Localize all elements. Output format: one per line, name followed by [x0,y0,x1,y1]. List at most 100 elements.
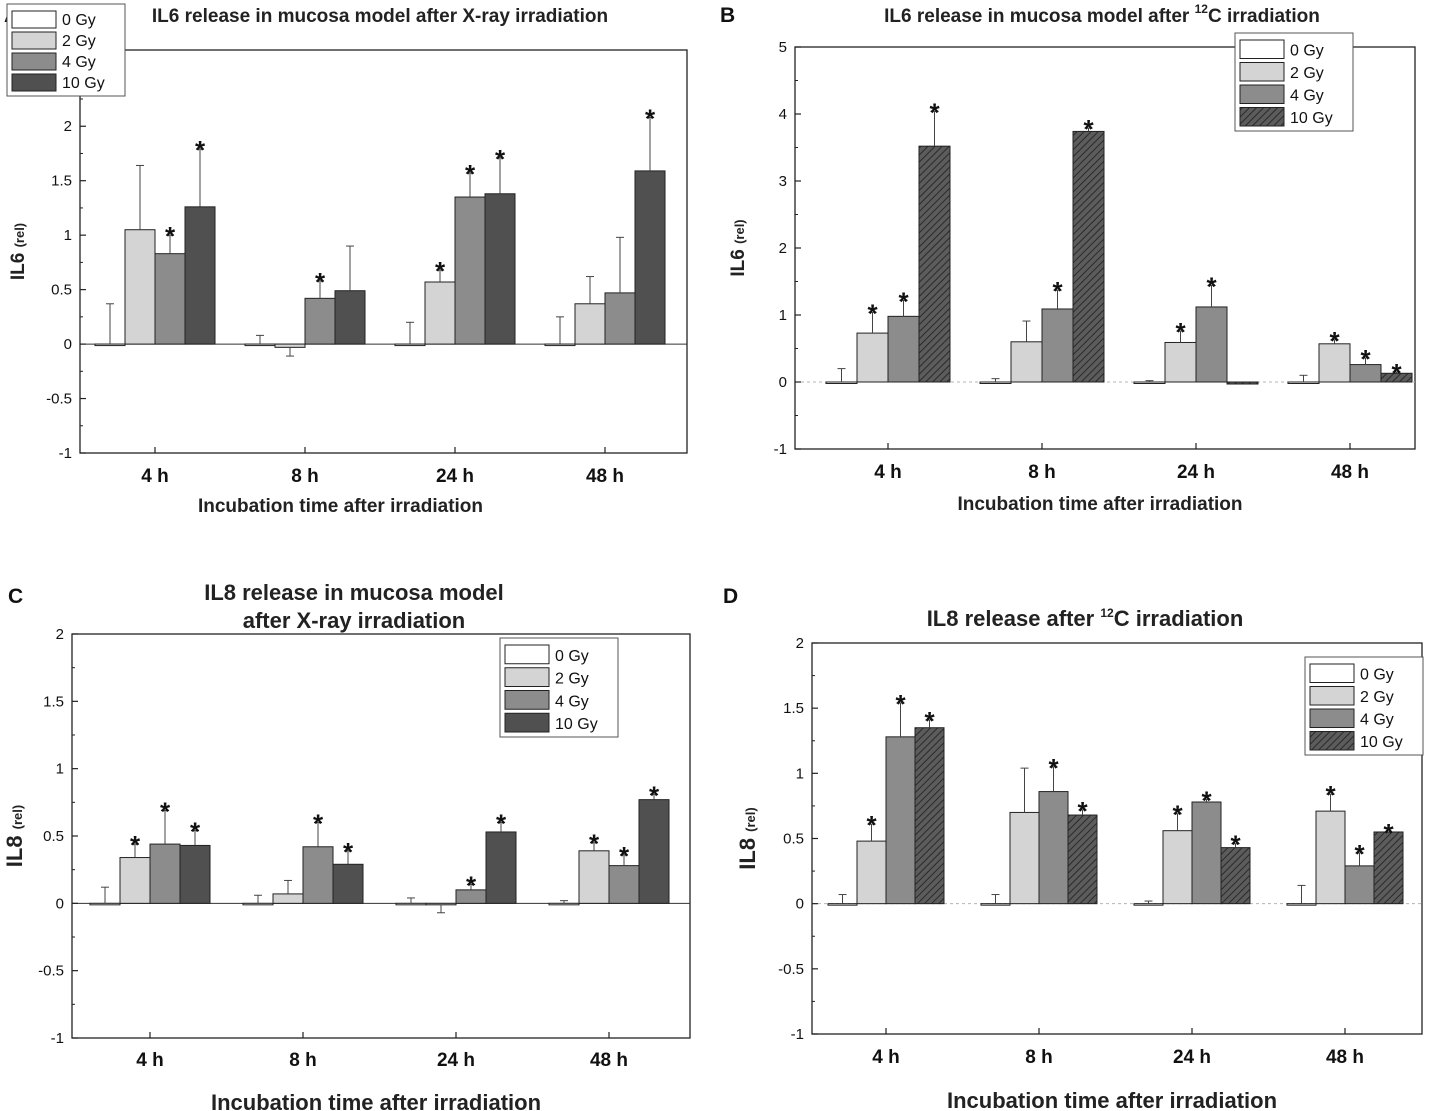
bar [604,292,636,345]
chart-a: AIL6 release in mucosa model after X-ray… [4,3,688,517]
y-tick-label: -1 [774,441,787,458]
bar [272,893,304,904]
bar [1041,308,1074,383]
significance-star: * [1052,276,1063,306]
x-axis-title: Incubation time after irradiation [957,494,1242,515]
significance-star: * [315,267,326,297]
significance-star: * [1206,272,1217,302]
y-tick-label: 2 [64,118,72,135]
bar [1226,381,1259,385]
bar [1133,903,1164,906]
significance-star: * [1329,326,1340,356]
x-tick-label: 8 h [289,1050,316,1071]
bar [1164,341,1197,383]
significance-star: * [1077,796,1088,826]
y-axis-title: IL8 (rel) [735,807,760,869]
bar [454,196,486,345]
significance-star: * [313,809,324,839]
chart-title: IL6 release in mucosa model after X-ray … [152,6,608,27]
chart-title-line: IL8 release in mucosa model [204,580,504,605]
bar [302,846,334,904]
bar [885,736,916,905]
bar [154,253,186,345]
legend-swatch [11,73,57,92]
bar [304,297,336,345]
x-tick-label: 48 h [1326,1047,1364,1068]
bar [1318,343,1351,383]
significance-star: * [1325,780,1336,810]
significance-star: * [929,97,940,127]
bar [1287,381,1320,384]
bar [574,303,606,345]
bar [544,343,576,347]
bar [242,902,274,906]
bar [244,343,276,347]
x-tick-label: 4 h [141,466,168,487]
legend-swatch [11,52,57,71]
y-tick-label: 0.5 [43,828,64,845]
significance-star: * [343,837,354,867]
chart-title: IL8 release after 12C irradiation [927,606,1244,631]
bar [1133,381,1166,384]
bar [856,840,887,905]
x-tick-label: 8 h [1025,1047,1052,1068]
legend-swatch [1309,663,1355,683]
significance-star: * [495,144,506,174]
significance-star: * [895,689,906,719]
y-tick-label: 4 [779,106,787,123]
significance-star: * [1083,114,1094,144]
y-tick-label: 2 [56,626,64,643]
legend-swatch [504,644,550,665]
x-tick-label: 8 h [1028,462,1055,483]
chart-panel-a: AIL6 release in mucosa model after X-ray… [0,0,700,540]
bar [332,863,364,904]
panel-letter: C [8,585,23,608]
bar [827,903,858,906]
significance-star: * [1172,800,1183,830]
legend: 0 Gy 2 Gy 4 Gy 10 Gy [1304,656,1424,756]
x-tick-label: 8 h [291,466,318,487]
x-axis-title: Incubation time after irradiation [198,496,483,517]
significance-star: * [435,256,446,286]
bar [1067,814,1098,905]
y-tick-label: 0 [796,896,804,913]
bar [856,332,889,383]
significance-star: * [1048,753,1059,783]
bar [638,799,670,904]
legend-label: 0 Gy [555,648,589,665]
legend-swatch [1239,62,1285,82]
bar [1191,801,1222,905]
x-axis-title: Incubation time after irradiation [211,1090,541,1111]
legend-swatch [11,31,57,50]
y-tick-label: 1.5 [783,700,804,717]
bar [1286,903,1317,906]
legend-label: 0 Gy [62,12,96,29]
bar [334,290,366,345]
x-tick-label: 48 h [1331,462,1369,483]
significance-star: * [190,817,201,847]
bar [179,844,211,904]
bar [395,902,427,906]
significance-star: * [466,870,477,900]
y-tick-label: 3 [779,173,787,190]
y-tick-label: 1.5 [43,693,64,710]
significance-star: * [645,104,656,134]
significance-star: * [195,135,206,165]
significance-star: * [465,159,476,189]
chart-b: B IL6 release in mucosa model after 12C i… [720,2,1416,515]
legend-label: 2 Gy [62,33,96,50]
legend-swatch [1239,84,1285,104]
legend-label: 10 Gy [62,75,105,92]
legend-swatch [504,712,550,733]
x-tick-label: 24 h [1177,462,1215,483]
bar [424,281,456,345]
x-tick-label: 24 h [437,1050,475,1071]
chart-d: D IL8 release after 12C irradiation -1 -0.5… [723,585,1424,1111]
bar [425,902,457,906]
significance-star: * [619,841,630,871]
bar [980,903,1011,906]
bar [1315,810,1346,905]
y-tick-label: 0 [64,336,72,353]
significance-star: * [649,780,660,810]
legend-swatch [1309,731,1355,751]
